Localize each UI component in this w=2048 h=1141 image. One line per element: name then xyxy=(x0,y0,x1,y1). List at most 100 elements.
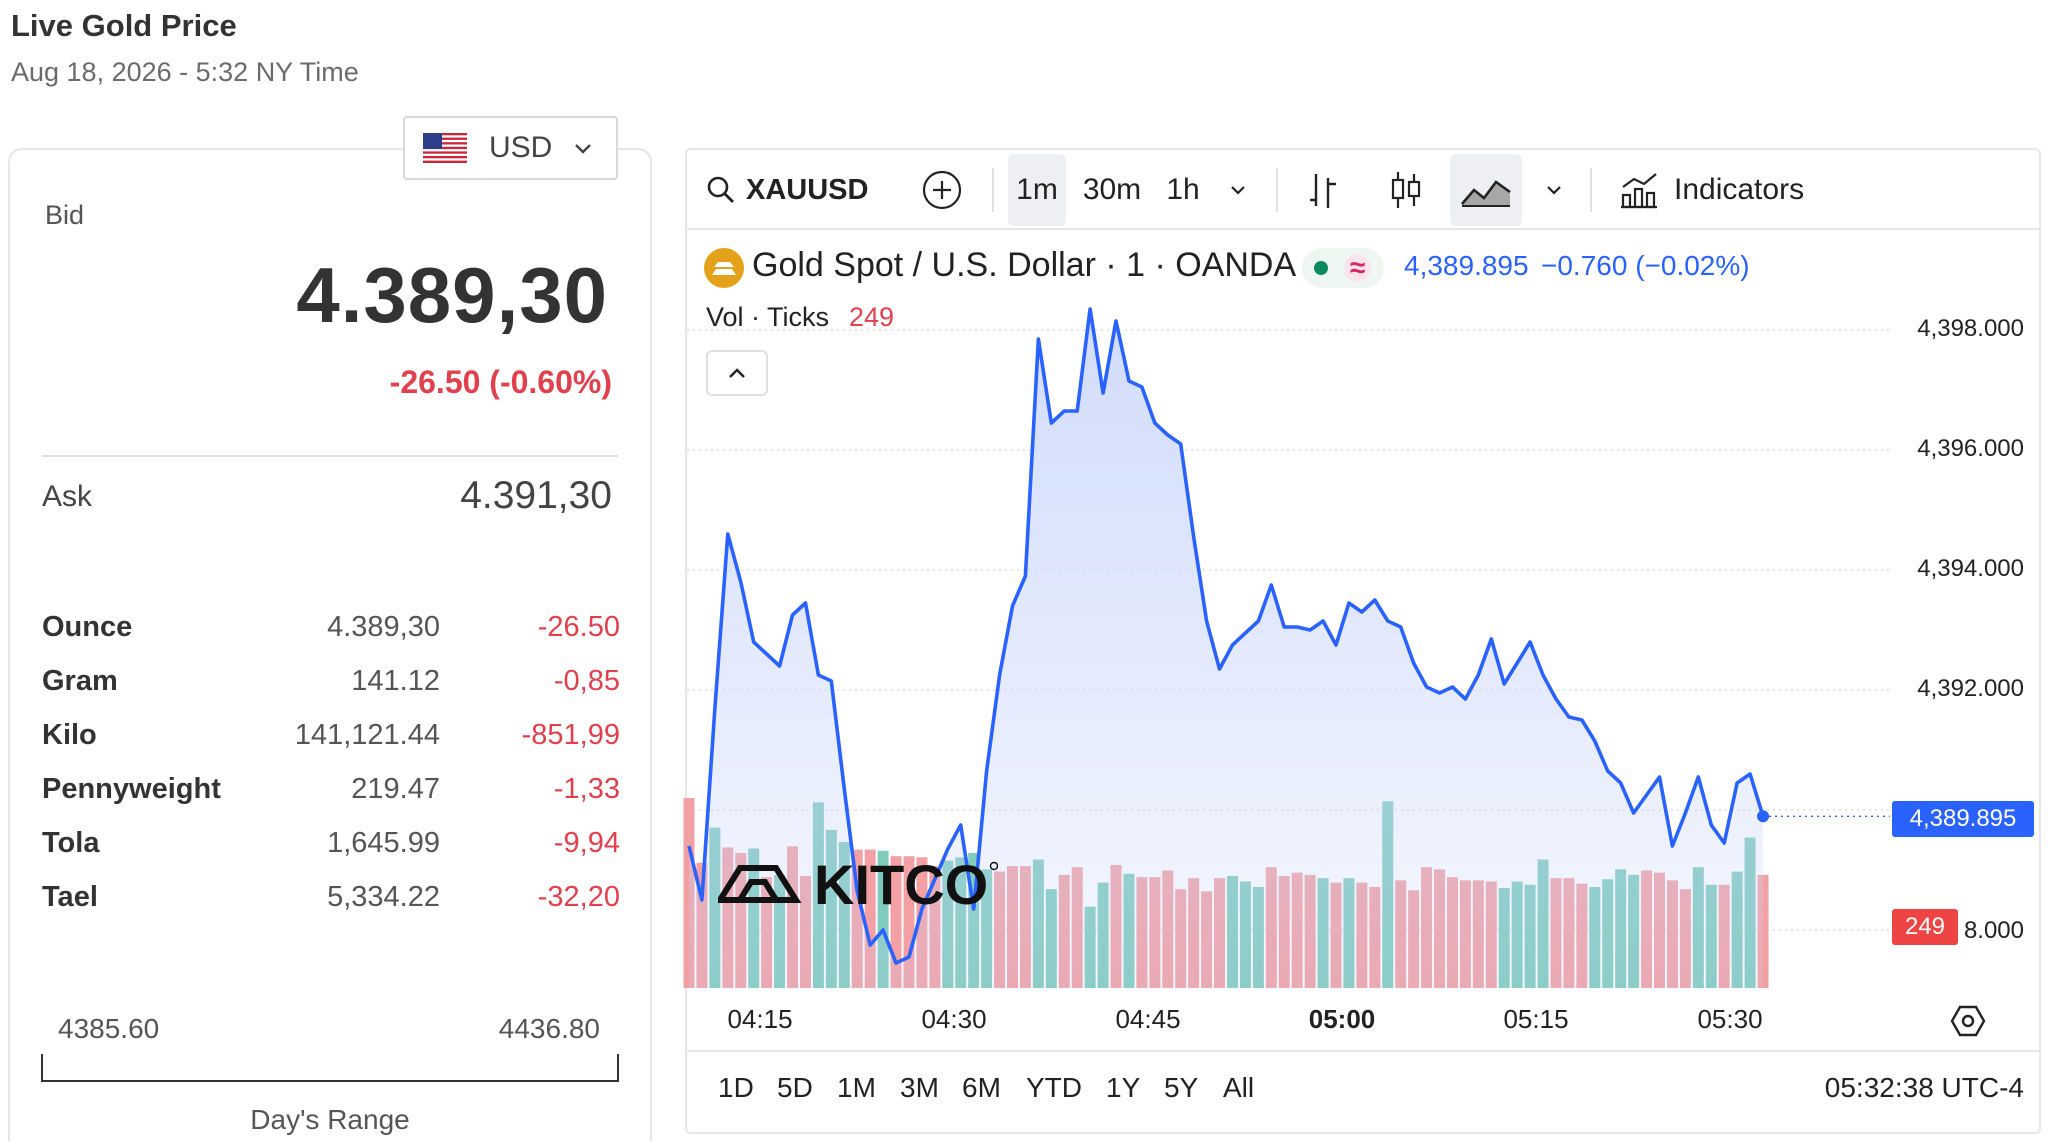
interval-dropdown-button[interactable] xyxy=(1220,154,1256,226)
range-1d-button[interactable]: 1D xyxy=(718,1072,754,1103)
last-price-tag: 4,389.895 xyxy=(1892,801,2034,837)
unit-change: -9,94 xyxy=(553,827,620,859)
chevron-up-icon xyxy=(729,368,745,378)
indicators-icon xyxy=(1621,173,1657,209)
last-volume-tag: 249 xyxy=(1892,909,1958,945)
range-1m-button[interactable]: 1M xyxy=(837,1072,876,1103)
us-flag-icon xyxy=(423,133,467,163)
bid-label: Bid xyxy=(45,200,85,230)
day-range-high: 4436.80 xyxy=(498,1013,600,1044)
price-card xyxy=(8,148,652,1141)
day-range-label: Day's Range xyxy=(250,1104,410,1135)
candle-chart-type-button[interactable] xyxy=(1380,154,1432,226)
unit-change: -851,99 xyxy=(521,719,620,751)
unit-change: -1,33 xyxy=(553,773,620,805)
chart-widget xyxy=(685,148,2041,1134)
ohlc-bars-icon xyxy=(1310,174,1336,208)
legend-title: Gold Spot / U.S. Dollar · 1 · OANDA xyxy=(752,246,1297,284)
collapse-legend-button[interactable] xyxy=(706,350,768,396)
x-axis-tick: 04:30 xyxy=(921,1004,987,1034)
unit-change: -26.50 xyxy=(537,611,620,643)
x-axis-tick: 04:45 xyxy=(1115,1004,1181,1034)
x-axis-tick: 05:30 xyxy=(1697,1004,1763,1034)
y-axis-tick: 4,392.000 xyxy=(1917,675,2024,702)
volume-legend-label: Vol · Ticks xyxy=(706,302,830,332)
unit-row: Gram 141.12 -0,85 xyxy=(42,665,620,709)
chart-clock: 05:32:38 UTC-4 xyxy=(1824,1072,2024,1103)
legend-price: 4,389.895 xyxy=(1404,250,1529,281)
range-5d-button[interactable]: 5D xyxy=(777,1072,813,1103)
unit-row: Tola 1,645.99 -9,94 xyxy=(42,827,620,871)
unit-name: Kilo xyxy=(42,719,97,751)
bid-price: 4.389,30 xyxy=(296,251,608,339)
symbol-search-button[interactable]: XAUUSD xyxy=(700,154,880,226)
toolbar-divider xyxy=(1276,168,1278,212)
unit-change: -32,20 xyxy=(537,881,620,913)
plus-circle-icon xyxy=(922,170,962,210)
kitco-logo: KITCO xyxy=(718,854,998,910)
unit-price: 1,645.99 xyxy=(327,827,440,859)
unit-change: -0,85 xyxy=(553,665,620,697)
symbol-label: XAUUSD xyxy=(746,173,869,206)
range-3m-button[interactable]: 3M xyxy=(900,1072,939,1103)
price-line xyxy=(687,307,1765,965)
interval-1h-button[interactable]: 1h xyxy=(1166,173,1200,206)
chart-settings-icon[interactable] xyxy=(1950,1003,1986,1039)
day-range-low: 4385.60 xyxy=(58,1013,160,1044)
y-axis-tick: 4,398.000 xyxy=(1917,315,2024,342)
candlestick-icon xyxy=(1391,172,1421,208)
legend-change: −0.760 (−0.02%) xyxy=(1541,250,1750,281)
indicators-label: Indicators xyxy=(1674,173,1805,206)
unit-price: 141,121.44 xyxy=(294,719,440,751)
ask-price: 4.391,30 xyxy=(460,474,612,517)
range-1y-button[interactable]: 1Y xyxy=(1106,1072,1141,1103)
volume-legend-value: 249 xyxy=(849,302,895,332)
divider xyxy=(42,455,618,457)
bid-change: -26.50 (-0.60%) xyxy=(389,364,612,400)
unit-name: Tola xyxy=(42,827,100,859)
x-axis-tick: 05:00 xyxy=(1308,1004,1376,1034)
indicators-button[interactable]: Indicators xyxy=(1618,154,1814,226)
y-axis-tick-partial: 8.000 xyxy=(1963,917,2024,944)
range-all-button[interactable]: All xyxy=(1223,1072,1255,1103)
unit-name: Ounce xyxy=(42,611,133,643)
range-ytd-button[interactable]: YTD xyxy=(1026,1072,1082,1103)
page-subtitle: Aug 18, 2026 - 5:32 NY Time xyxy=(11,57,359,87)
unit-row: Tael 5,334.22 -32,20 xyxy=(42,881,620,925)
range-6m-button[interactable]: 6M xyxy=(962,1072,1001,1103)
x-axis-tick: 05:15 xyxy=(1503,1004,1569,1034)
compare-symbol-button[interactable] xyxy=(918,154,966,226)
y-axis-tick: 4,396.000 xyxy=(1917,435,2024,462)
market-open-dot-icon xyxy=(1314,261,1328,275)
unit-row: Ounce 4.389,30 -26.50 xyxy=(42,611,620,655)
x-axis-tick: 04:15 xyxy=(727,1004,793,1034)
y-axis-tick: 4,394.000 xyxy=(1917,555,2024,582)
unit-name: Gram xyxy=(42,665,118,697)
area-chart-icon xyxy=(1461,180,1511,207)
unit-price: 219.47 xyxy=(351,773,440,805)
gold-symbol-icon xyxy=(704,248,744,288)
unit-price: 5,334.22 xyxy=(327,881,440,913)
data-delay-icon: ≈ xyxy=(1344,254,1372,282)
chart-type-dropdown-button[interactable] xyxy=(1536,154,1572,226)
unit-price: 141.12 xyxy=(351,665,440,697)
kitco-logo-text: KITCO xyxy=(814,854,988,910)
market-status-badge[interactable]: ≈ xyxy=(1302,248,1384,288)
range-bar-divider xyxy=(687,1050,2039,1052)
interval-1m-button[interactable]: 1m xyxy=(1008,154,1066,226)
price-area-fill xyxy=(689,309,1763,988)
interval-30m-button[interactable]: 30m xyxy=(1082,173,1142,206)
unit-price: 4.389,30 xyxy=(327,611,440,643)
chevron-down-icon xyxy=(575,144,592,154)
range-5y-button[interactable]: 5Y xyxy=(1164,1072,1199,1103)
search-icon xyxy=(707,176,734,203)
currency-select[interactable]: USD xyxy=(403,116,618,180)
volume-bar xyxy=(1757,874,1769,988)
toolbar-bottom-divider xyxy=(687,228,2039,230)
volume-bar xyxy=(864,849,876,988)
area-chart-type-button[interactable] xyxy=(1450,154,1522,226)
bar-chart-type-button[interactable] xyxy=(1298,154,1350,226)
toolbar-divider xyxy=(1590,168,1592,212)
volume-bar xyxy=(877,850,889,988)
